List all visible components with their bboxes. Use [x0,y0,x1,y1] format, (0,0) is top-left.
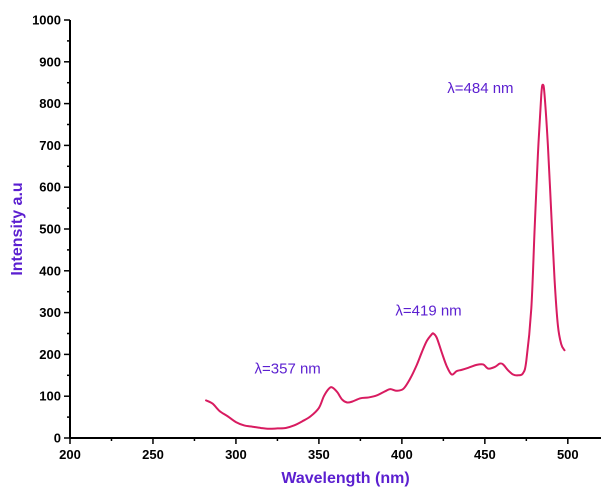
y-tick-label: 700 [39,138,61,153]
x-tick-label: 500 [557,447,579,462]
x-axis-title: Wavelength (nm) [281,470,409,487]
peak-annotation: λ=484 nm [447,80,513,97]
x-tick-label: 250 [142,447,164,462]
x-tick-label: 300 [225,447,247,462]
peak-annotation: λ=357 nm [255,360,321,377]
y-tick-label: 500 [39,222,61,237]
y-tick-label: 800 [39,96,61,111]
y-tick-label: 900 [39,54,61,69]
y-tick-label: 0 [54,431,61,446]
x-tick-label: 450 [474,447,496,462]
x-tick-label: 200 [59,447,81,462]
y-axis-ticks: 0 100 200 300 400 500 600 700 800 900 1000 [32,13,70,446]
y-axis-title: Intensity a.u [9,182,26,275]
peak-annotation: λ=419 nm [395,303,461,320]
peak-annotations: λ=357 nm λ=419 nm λ=484 nm [255,80,514,378]
x-axis-ticks: 200 250 300 350 400 450 500 [59,438,579,462]
x-tick-label: 400 [391,447,413,462]
y-tick-label: 300 [39,305,61,320]
y-tick-label: 400 [39,263,61,278]
y-tick-label: 100 [39,389,61,404]
series-line [205,83,566,430]
y-tick-label: 1000 [32,13,61,28]
y-tick-label: 200 [39,347,61,362]
x-tick-label: 350 [308,447,330,462]
y-tick-label: 600 [39,180,61,195]
